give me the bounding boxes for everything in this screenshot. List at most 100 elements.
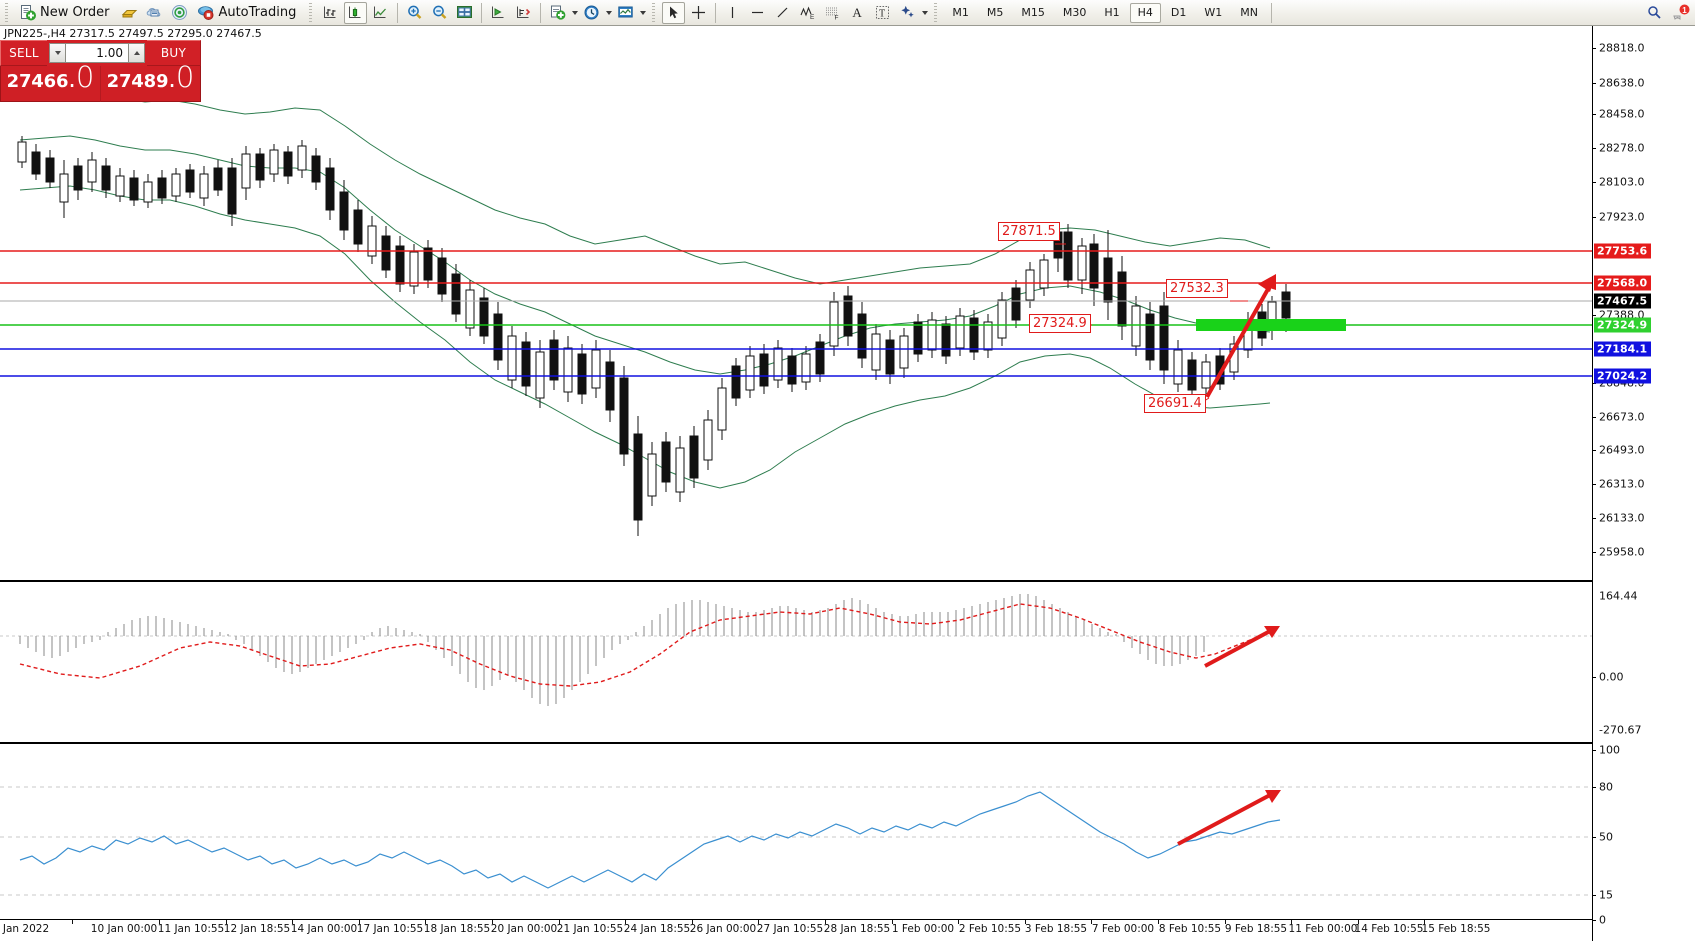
add-indicator-dropdown[interactable] (570, 11, 579, 15)
timeframe-mn[interactable]: MN (1240, 6, 1258, 19)
candlestick-icon (347, 4, 364, 21)
shapes-dropdown[interactable] (920, 11, 929, 15)
price-tick-label: 28103.0 (1599, 175, 1645, 189)
chart-shift-button[interactable] (487, 2, 510, 24)
time-label: 10 Jan 00:00 (90, 923, 158, 935)
time-tick (226, 920, 227, 924)
zoom-out-button[interactable] (428, 2, 451, 24)
timeframe-m15[interactable]: M15 (1021, 6, 1045, 19)
toolbar-grip-2[interactable] (307, 2, 316, 23)
rsi-pane[interactable] (0, 748, 1592, 918)
text-label-button[interactable]: A (846, 2, 869, 24)
timeframe-d1[interactable]: D1 (1170, 6, 1187, 19)
rsi-tick-label: 15 (1599, 888, 1613, 902)
fibonacci-button[interactable]: F (821, 2, 844, 24)
timeframe-m1[interactable]: M1 (952, 6, 969, 19)
volume-decrease-button[interactable] (49, 43, 66, 63)
new-order-label: New Order (40, 5, 110, 20)
clock-icon (583, 4, 600, 21)
toolbar-separator-4 (715, 2, 717, 23)
annotation-27324[interactable]: 27324.9 (1029, 314, 1091, 333)
price-tick (1592, 182, 1596, 183)
timeframe-h1[interactable]: H1 (1104, 6, 1120, 19)
time-tick (159, 920, 160, 924)
toolbar-grip-3[interactable] (650, 2, 659, 23)
timeframe-w1[interactable]: W1 (1204, 6, 1223, 19)
timeframe-m30[interactable]: M30 (1062, 6, 1087, 19)
add-indicator-icon (549, 4, 566, 21)
pane-divider-macd[interactable] (0, 580, 1592, 582)
time-axis[interactable]: Jan 2022 10 Jan 00:00 11 Jan 10:55 12 Ja… (0, 919, 1592, 939)
chart-window[interactable]: JPN225-,H4 27317.5 27497.5 27295.0 27467… (0, 26, 1695, 941)
new-order-button[interactable]: New Order (15, 2, 116, 24)
price-tick (1592, 417, 1596, 418)
annotation-26691[interactable]: 26691.4 (1144, 394, 1206, 413)
period-dropdown[interactable] (604, 11, 613, 15)
toolbar-grip-4[interactable] (932, 2, 941, 23)
time-label: 14 Feb 10:55 (1354, 923, 1424, 935)
time-tick (1358, 920, 1359, 924)
sell-price-display[interactable]: 27466 . 0 (0, 63, 101, 102)
macd-scale[interactable]: 164.44 0.00 -270.67 (1592, 582, 1695, 737)
vertical-line-button[interactable] (721, 2, 744, 24)
toolbar-separator-5 (1270, 2, 1272, 23)
cursor-icon (665, 4, 682, 21)
toolbar-grip-1[interactable] (3, 2, 11, 23)
one-click-trading-panel[interactable]: SELL 1.00 BUY 27466 . 0 27489 . 0 (0, 40, 201, 102)
autotrading-button[interactable]: AutoTrading (193, 2, 303, 24)
macd-pane[interactable] (0, 586, 1592, 736)
rsi-trend-arrow (1177, 790, 1281, 846)
candlestick-series (17, 136, 1291, 536)
horizontal-line-button[interactable] (746, 2, 769, 24)
time-tick (758, 920, 759, 924)
time-label: 7 Feb 00:00 (1091, 923, 1155, 935)
elliott-wave-button[interactable]: E (796, 2, 819, 24)
price-scale[interactable]: 28818.0 28638.0 28458.0 28278.0 28103.0 … (1592, 26, 1695, 941)
volume-input[interactable]: 1.00 (66, 43, 128, 63)
search-button[interactable] (1643, 2, 1666, 24)
trendline-button[interactable] (771, 2, 794, 24)
zoom-in-button[interactable] (403, 2, 426, 24)
price-tick-label: 28278.0 (1599, 141, 1645, 155)
cursor-button[interactable] (662, 1, 686, 24)
time-tick (559, 920, 560, 924)
time-label: 28 Jan 18:55 (823, 923, 891, 935)
timeframe-h4[interactable]: H4 (1129, 2, 1161, 23)
terminal-button[interactable] (118, 2, 141, 24)
buy-button[interactable]: BUY (147, 40, 201, 66)
volume-increase-button[interactable] (128, 43, 145, 63)
bar-chart-button[interactable] (319, 2, 342, 24)
time-tick (892, 920, 893, 924)
timeframe-m5[interactable]: M5 (986, 6, 1004, 19)
notifications-button[interactable]: 1 (1668, 2, 1694, 24)
market-watch-button[interactable] (143, 2, 166, 24)
auto-scroll-button[interactable] (512, 2, 535, 24)
annotation-27871[interactable]: 27871.5 (998, 222, 1060, 241)
rsi-scale[interactable]: 100 80 50 15 0 (1592, 744, 1695, 939)
add-indicator-button[interactable] (546, 2, 569, 24)
time-tick (1291, 920, 1292, 924)
templates-button[interactable] (614, 2, 637, 24)
shapes-button[interactable] (896, 2, 919, 24)
navigator-button[interactable] (168, 2, 191, 24)
volume-control[interactable]: 1.00 (47, 40, 147, 66)
time-tick (1091, 920, 1092, 924)
candlestick-chart-button[interactable] (344, 1, 368, 24)
line-chart-button[interactable] (369, 2, 392, 24)
text-box-button[interactable]: T (871, 2, 894, 24)
sell-button[interactable]: SELL (0, 40, 47, 66)
crosshair-button[interactable] (687, 2, 710, 24)
period-button[interactable] (580, 2, 603, 24)
resistance-zone-highlight (1196, 319, 1346, 331)
price-pane[interactable] (0, 40, 1592, 560)
templates-dropdown[interactable] (638, 11, 647, 15)
rsi-tick (1592, 920, 1596, 921)
macd-tick-label: -270.67 (1599, 723, 1642, 737)
bullish-trend-arrow (1205, 274, 1276, 398)
pane-divider-rsi[interactable] (0, 742, 1592, 744)
tile-windows-button[interactable] (453, 2, 476, 24)
time-label: 15 Feb 18:55 (1421, 923, 1491, 935)
time-label: 24 Jan 18:55 (623, 923, 691, 935)
buy-price-display[interactable]: 27489 . 0 (101, 63, 201, 102)
annotation-27532[interactable]: 27532.3 (1166, 279, 1228, 298)
